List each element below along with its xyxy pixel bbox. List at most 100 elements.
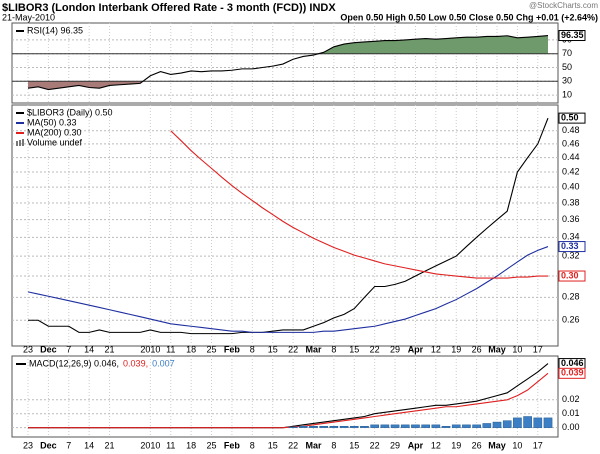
- y-tick-label: 50: [562, 62, 572, 72]
- series-line: [28, 363, 549, 429]
- x-tick-label: 22: [370, 344, 380, 354]
- legend-label: 0.007: [152, 358, 175, 368]
- histogram-bar: [360, 426, 369, 428]
- x-tick-label: 21: [105, 344, 115, 354]
- end-label: 0.50: [561, 112, 579, 122]
- x-tick-label: 19: [451, 344, 461, 354]
- x-tick-label: 17: [533, 440, 543, 450]
- end-label: 0.33: [561, 241, 579, 251]
- x-tick-label: 17: [533, 344, 543, 354]
- histogram-bar: [441, 426, 451, 428]
- x-tick-label: Feb: [224, 344, 241, 354]
- chart-title: $LIBOR3 (London Interbank Offered Rate -…: [2, 2, 336, 14]
- x-tick-label: 2010: [140, 440, 160, 450]
- y-tick-label: 0.32: [562, 250, 580, 260]
- histogram-bar: [349, 426, 359, 428]
- x-tick-label: 2010: [140, 344, 160, 354]
- y-tick-label: 0.01: [562, 408, 580, 418]
- series-line: [28, 372, 549, 429]
- histogram-bar: [370, 424, 379, 428]
- x-tick-label: Mar: [305, 440, 322, 450]
- y-tick-label: 0.38: [562, 197, 580, 207]
- x-tick-label: May: [488, 440, 506, 450]
- x-tick-label: 22: [370, 440, 380, 450]
- x-tick-label: 7: [66, 440, 71, 450]
- histogram-bar: [309, 426, 318, 428]
- x-tick-label: Feb: [224, 440, 241, 450]
- y-tick-label: 30: [562, 76, 572, 86]
- legend-label: MA(200) 0.30: [27, 127, 82, 137]
- y-tick-label: 0.34: [562, 232, 580, 242]
- x-tick-label: 14: [84, 344, 94, 354]
- x-tick-label: 11: [166, 440, 175, 450]
- y-tick-label: 0.40: [562, 181, 580, 191]
- histogram-bar: [523, 416, 532, 428]
- histogram-bar: [482, 423, 492, 428]
- x-tick-label: 19: [451, 440, 461, 450]
- histogram-bar: [533, 417, 543, 428]
- series-line: [28, 117, 549, 335]
- end-label-box: [558, 270, 586, 282]
- x-tick-label: 29: [390, 440, 400, 450]
- histogram-bar: [400, 424, 410, 428]
- histogram-bar: [421, 424, 430, 428]
- y-tick-label: 0.44: [562, 152, 580, 162]
- legend-label: MACD(12,26,9) 0.046,: [29, 358, 119, 368]
- y-tick-label: 10: [562, 89, 572, 99]
- histogram-bar: [288, 426, 298, 428]
- quote: Open 0.50 High 0.50 Low 0.50 Close 0.50 …: [340, 12, 598, 22]
- legend-swatch: [16, 141, 18, 146]
- histogram-bar: [492, 421, 502, 428]
- series-line: [27, 246, 549, 333]
- x-tick-label: 15: [349, 440, 359, 450]
- rsi-panel: [11, 22, 559, 104]
- end-label-box: [558, 112, 586, 124]
- end-label: 0.046: [561, 358, 584, 368]
- x-tick-label: 7: [66, 344, 71, 354]
- legend-label: MA(50) 0.33: [27, 117, 77, 127]
- price-panel: [11, 104, 559, 347]
- end-label: 0.039: [561, 368, 584, 378]
- legend-label: RSI(14) 96.35: [27, 25, 83, 35]
- histogram-bar: [431, 424, 441, 428]
- x-tick-label: 8: [250, 440, 255, 450]
- y-tick-label: 0.42: [562, 166, 580, 176]
- x-tick-label: 25: [207, 440, 217, 450]
- x-tick-label: 12: [431, 440, 441, 450]
- credit: @StockCharts.com: [529, 1, 598, 10]
- legend-label: Volume undef: [27, 137, 83, 147]
- x-tick-label: 15: [268, 440, 278, 450]
- end-label: 96.35: [561, 30, 584, 40]
- y-tick-label: 70: [562, 48, 572, 58]
- histogram-bar: [472, 424, 481, 428]
- x-tick-label: 22: [288, 344, 298, 354]
- x-tick-label: Apr: [408, 440, 424, 450]
- histogram-bar: [513, 417, 522, 428]
- oversold-fill: [28, 81, 143, 90]
- x-tick-label: 8: [331, 440, 336, 450]
- x-tick-label: 21: [105, 440, 115, 450]
- x-tick-label: 12: [431, 344, 441, 354]
- x-tick-label: Dec: [40, 440, 57, 450]
- series-line: [27, 34, 549, 91]
- x-tick-label: 8: [331, 344, 336, 354]
- date: 21-May-2010: [2, 12, 55, 22]
- x-tick-label: 23: [23, 440, 33, 450]
- x-tick-label: 10: [512, 440, 522, 450]
- histogram-bar: [451, 424, 461, 428]
- y-tick-label: 0.36: [562, 214, 580, 224]
- y-tick-label: 0.00: [562, 422, 580, 432]
- end-label: 0.30: [561, 270, 579, 280]
- x-tick-label: Mar: [305, 344, 322, 354]
- x-tick-label: 10: [512, 344, 522, 354]
- x-tick-label: 22: [288, 440, 298, 450]
- x-tick-label: 18: [186, 344, 196, 354]
- x-tick-label: Dec: [40, 344, 57, 354]
- legend-swatch: [22, 139, 24, 146]
- x-tick-label: 11: [166, 344, 175, 354]
- x-tick-label: 18: [186, 440, 196, 450]
- overbought-fill: [28, 35, 548, 54]
- y-tick-label: 0.26: [562, 315, 580, 325]
- series-line: [170, 130, 548, 279]
